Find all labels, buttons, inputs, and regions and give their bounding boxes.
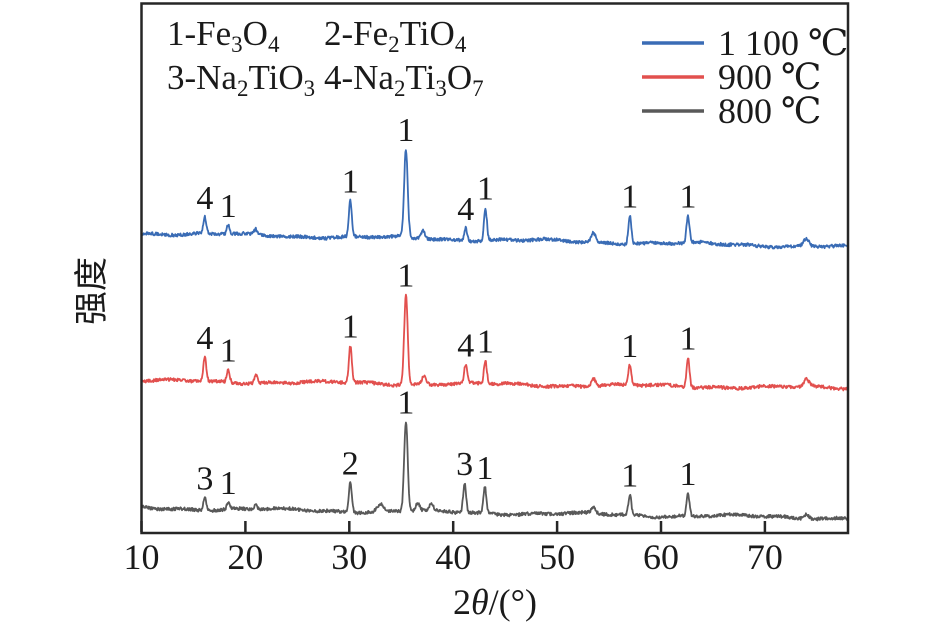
- phase-label: 3-Na2TiO3: [167, 58, 315, 101]
- peak-label: 1: [621, 458, 638, 495]
- peak-label: 4: [196, 320, 213, 357]
- peak-label: 1: [680, 179, 697, 216]
- peak-label: 1: [477, 324, 494, 361]
- peak-label: 4: [457, 191, 474, 228]
- x-tick-label: 10: [124, 537, 160, 577]
- peak-label: 4: [457, 328, 474, 365]
- peak-label: 1: [476, 450, 493, 487]
- diffraction-curves: [140, 149, 849, 522]
- x-axis-tick-labels: 10 20 30 40 50 60 70: [124, 537, 783, 577]
- peak-label: 1: [342, 163, 359, 200]
- curve-1100: [140, 149, 849, 250]
- curve-900: [141, 293, 849, 392]
- legend-label: 900 ℃: [718, 57, 821, 97]
- x-tick-label: 40: [435, 537, 471, 577]
- peak-label: 1: [680, 321, 697, 358]
- x-axis-ticks: [140, 521, 767, 532]
- x-tick-label: 20: [227, 537, 263, 577]
- peak-label: 1: [397, 385, 414, 422]
- phase-label: 1-Fe3O4: [167, 14, 280, 57]
- peak-label: 1: [621, 328, 638, 365]
- peak-label: 2: [342, 446, 359, 483]
- x-tick-label: 30: [331, 537, 367, 577]
- y-axis-label: 强度: [73, 257, 111, 325]
- x-tick-label: 50: [539, 537, 575, 577]
- peak-label: 1: [397, 112, 414, 149]
- curve-800: [141, 421, 849, 522]
- phase-label: 4-Na2Ti3O7: [324, 58, 484, 101]
- peak-label: 4: [196, 180, 213, 217]
- peak-label: 1: [220, 188, 237, 225]
- peak-label: 1: [680, 456, 697, 493]
- peak-label: 1: [397, 258, 414, 295]
- legend-label: 1 100 ℃: [718, 23, 848, 63]
- peak-label: 1: [220, 332, 237, 369]
- x-axis-label: 2θ/(°): [453, 582, 537, 622]
- phase-label: 2-Fe2TiO4: [324, 14, 467, 57]
- peak-label: 1: [477, 171, 494, 208]
- legend-label: 800 ℃: [718, 91, 821, 131]
- peak-label: 3: [456, 446, 473, 483]
- peak-label: 3: [196, 461, 213, 498]
- peak-label: 1: [220, 465, 237, 502]
- peak-label: 1: [621, 178, 638, 215]
- x-tick-label: 60: [643, 537, 679, 577]
- x-tick-label: 70: [747, 537, 783, 577]
- peak-label: 1: [342, 309, 359, 346]
- plot-frame: [140, 2, 850, 535]
